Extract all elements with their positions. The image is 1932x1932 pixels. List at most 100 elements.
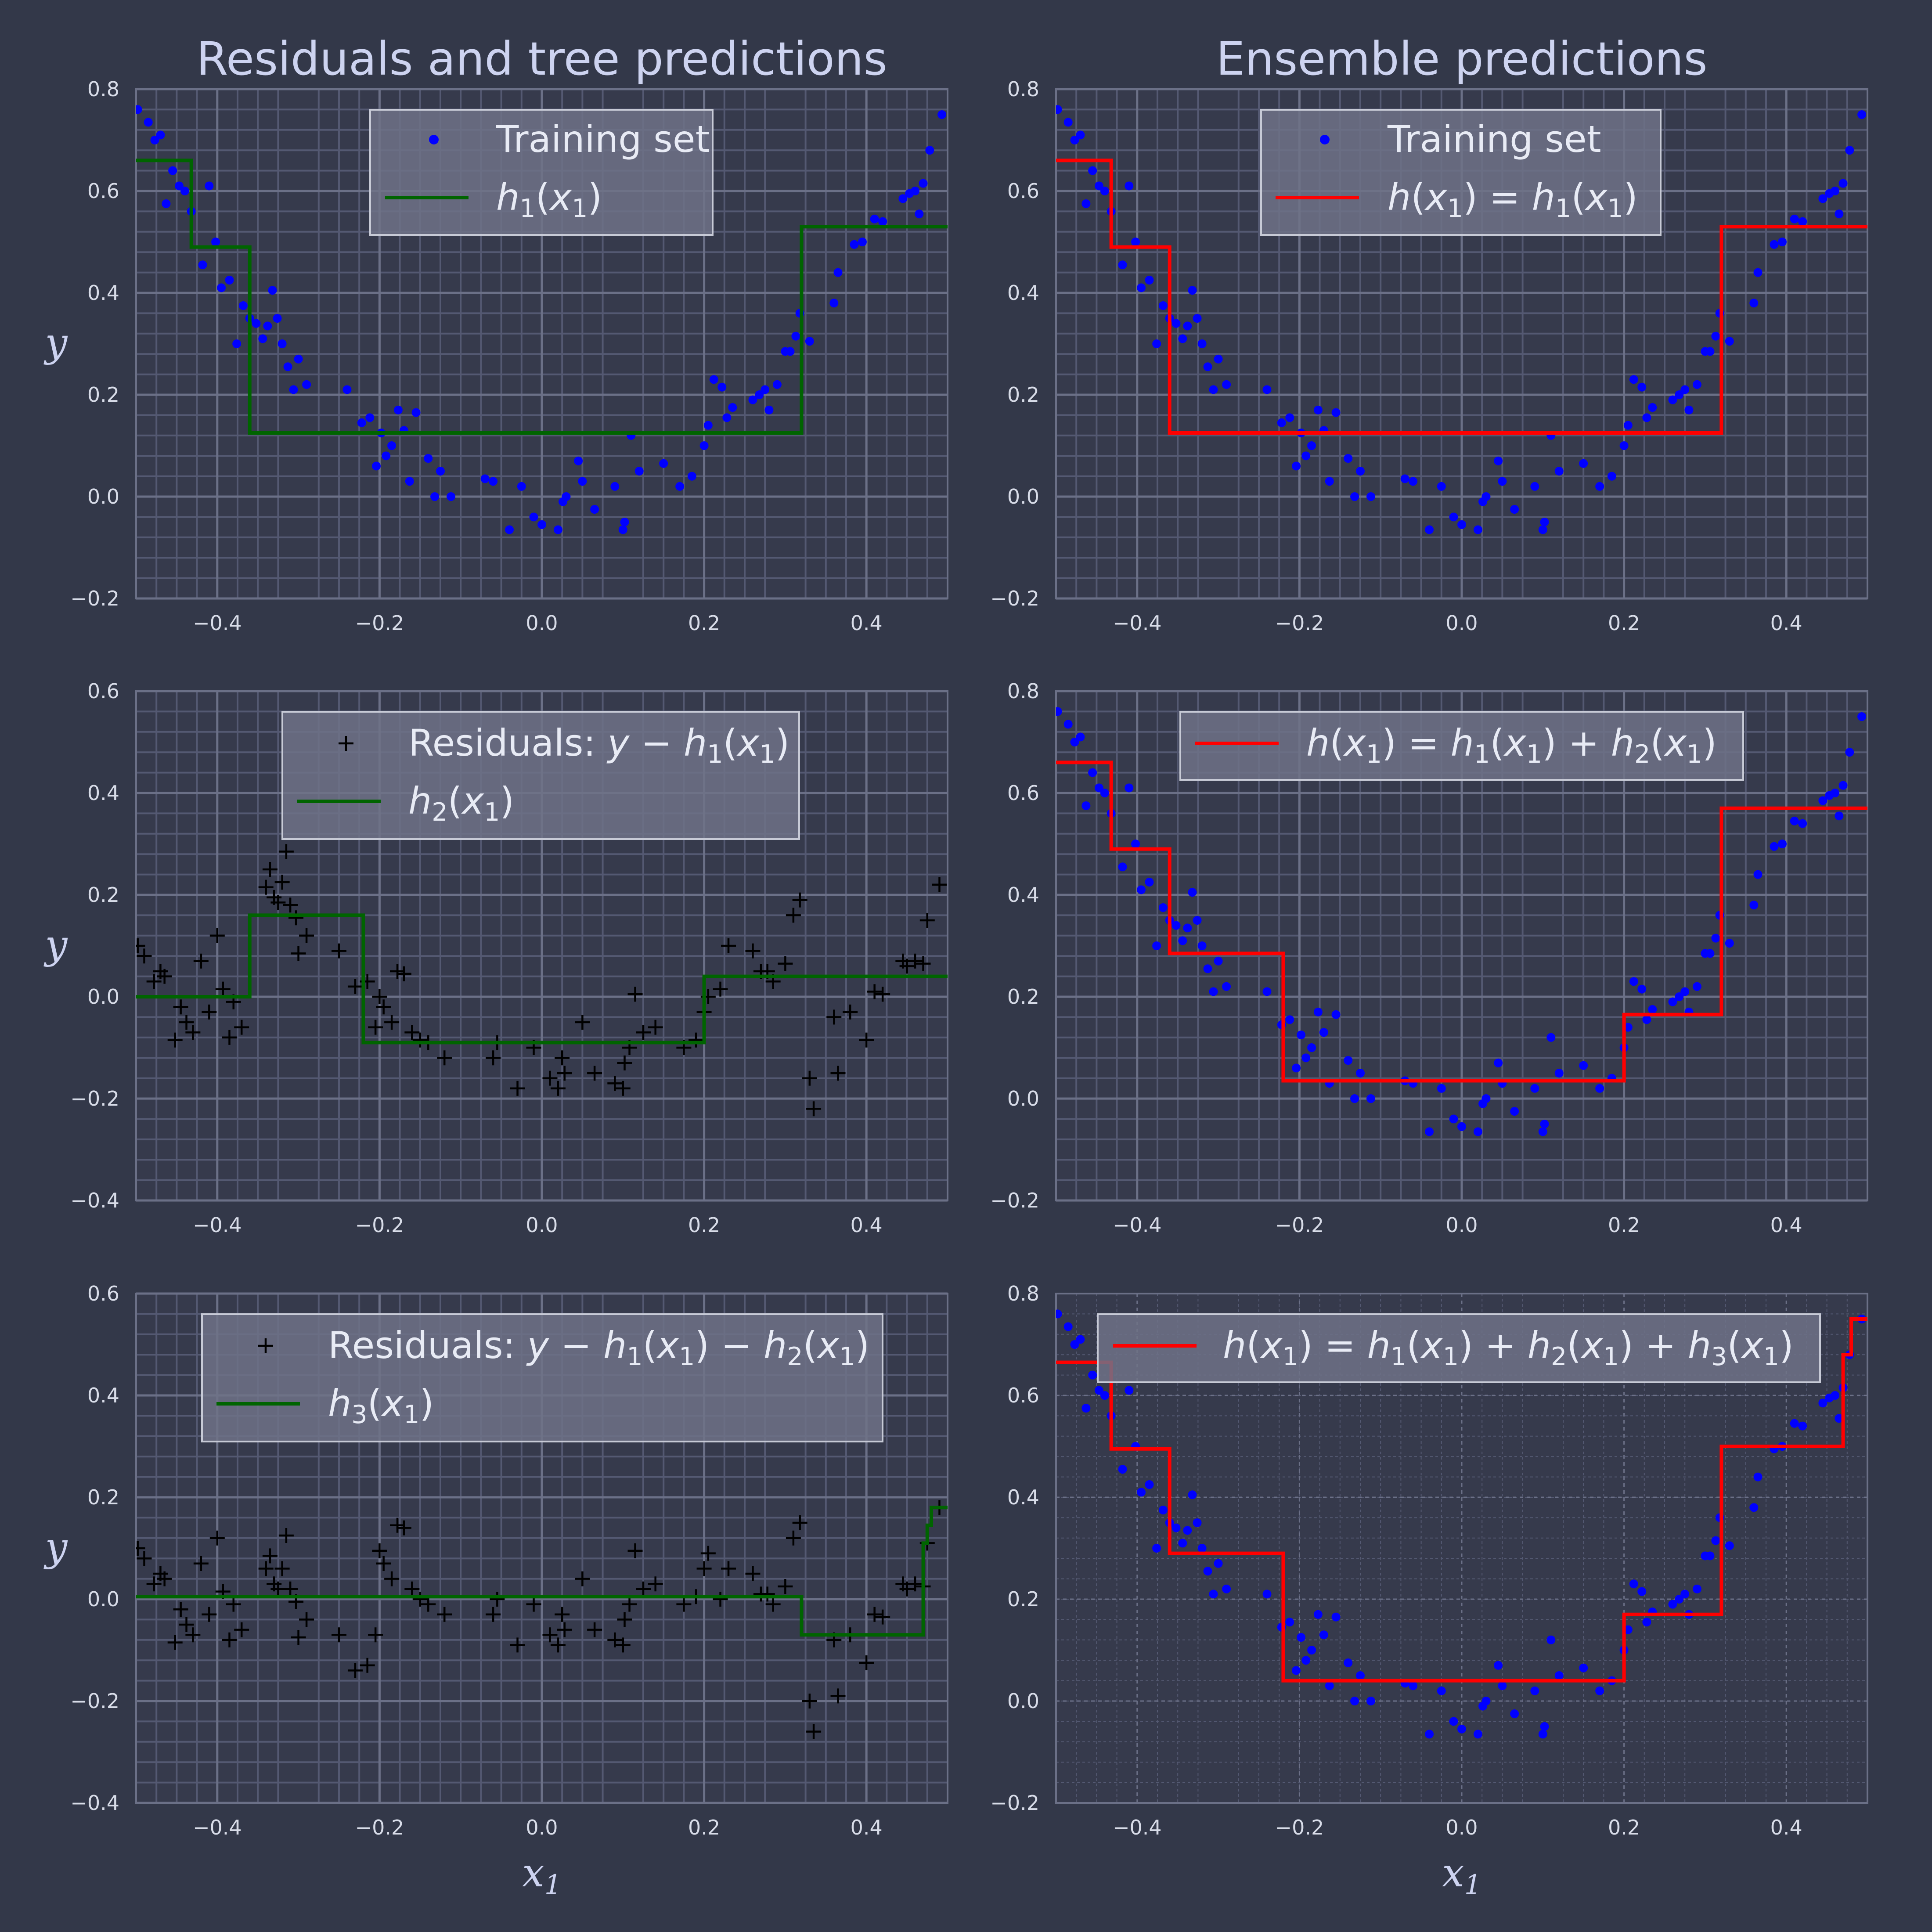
legend: Training set h1(x1) [369,109,714,236]
training-point [1473,1730,1482,1739]
training-point [1425,1730,1434,1739]
x-tick-label: 0.2 [688,611,720,635]
training-point [911,187,920,195]
training-point [1277,418,1286,427]
y-axis-label: y [43,1524,68,1570]
x-tick-label: 0.4 [851,611,883,635]
residual-mark [859,1655,874,1670]
training-point [1835,209,1844,219]
training-point [372,461,381,471]
training-point [1725,939,1734,948]
residual-mark [713,1592,728,1607]
training-point [1449,1114,1458,1124]
residual-mark [648,1020,663,1035]
training-point [1554,467,1564,476]
training-point [1530,1084,1539,1093]
x-tick-label: −0.4 [1113,611,1162,635]
training-point [1356,467,1365,476]
training-point [1777,238,1787,246]
training-point [1262,385,1272,394]
training-point [1554,1069,1564,1078]
training-point [1285,1015,1294,1024]
training-point [1214,354,1223,364]
residual-mark [274,1561,290,1576]
residual-mark [179,1015,194,1030]
residual-mark [222,1030,237,1045]
training-point [618,525,627,534]
x-tick-label: 0.0 [1445,611,1478,635]
training-point [225,276,234,285]
training-point [1313,405,1323,415]
training-point [1183,1526,1192,1535]
training-point [1137,1488,1146,1497]
residual-mark [278,844,294,859]
training-point [405,477,414,486]
chart-title: Residuals and tree predictions [196,32,887,86]
panel-4: −0.4 −0.2 0.0 0.2 0.4 −0.2 0.0 0.2 0.4 0.6 0.8 h(x1… [990,679,1868,1237]
training-point [268,286,277,295]
training-point [1307,1043,1316,1052]
training-point [1790,214,1799,223]
residual-mark [875,987,890,1002]
training-point [1510,505,1519,514]
x-tick-label: 0.4 [1770,1213,1802,1237]
training-point [1648,403,1657,412]
residual-mark [202,1607,217,1622]
training-point [1642,413,1651,422]
training-point [1203,362,1212,371]
y-tick-label: −0.2 [70,587,119,610]
legend-point-swatch [429,135,439,144]
training-point [1100,789,1109,797]
training-point [1498,1681,1507,1690]
plot-content [1056,1309,1867,1739]
panel-2: −0.4 −0.2 0.0 0.2 0.4 −0.2 0.0 0.2 0.4 0.6 0.8 Ense… [990,32,1868,635]
y-tick-label: 0.8 [1007,679,1039,703]
training-point [1088,768,1097,777]
residual-mark [404,1025,420,1040]
training-point [870,214,879,223]
training-point [574,456,583,465]
y-tick-label: 0.6 [1007,1384,1039,1407]
training-point [1473,1127,1482,1136]
training-point [1749,1503,1759,1512]
residual-mark [542,1071,558,1086]
training-point [1777,840,1787,848]
training-point [1457,1122,1466,1131]
training-point [1457,520,1466,529]
residual-mark [648,1576,663,1592]
training-point [1481,1094,1491,1103]
training-point [1753,268,1763,277]
y-tick-label: −0.2 [990,1791,1039,1815]
training-point [919,179,928,188]
plot-content [136,844,948,1117]
y-tick-label: 0.8 [1007,77,1039,101]
residual-mark [688,1032,704,1048]
training-point [1076,130,1085,140]
residual-mark [332,1627,346,1643]
y-tick-label: 0.4 [1007,281,1039,305]
training-point [1171,1523,1181,1532]
legend: Residuals: y − h1(x1) h2(x1) [281,711,800,840]
training-point [1193,1518,1202,1527]
training-point [772,380,782,389]
legend: h(x1) = h1(x1) + h2(x1) + h3(x1) [1097,1313,1821,1383]
residual-mark [778,1579,793,1594]
residual-mark [830,1066,846,1081]
legend-frame [201,1313,883,1442]
x-tick-label: 0.2 [1608,1213,1640,1237]
training-point [1790,1419,1799,1428]
residual-mark [806,1101,822,1117]
training-point [1798,217,1807,226]
training-point [1209,385,1218,394]
training-point [578,477,587,486]
training-point [755,390,764,399]
residual-mark [676,1597,692,1612]
training-point [1494,456,1503,465]
residual-mark [526,1597,541,1612]
training-point [1579,459,1588,468]
y-axis-label: y [43,922,68,968]
y-tick-label: 0.4 [1007,883,1039,907]
training-point [1637,984,1647,994]
training-point [1530,482,1539,491]
x-tick-label: −0.2 [1275,611,1324,635]
